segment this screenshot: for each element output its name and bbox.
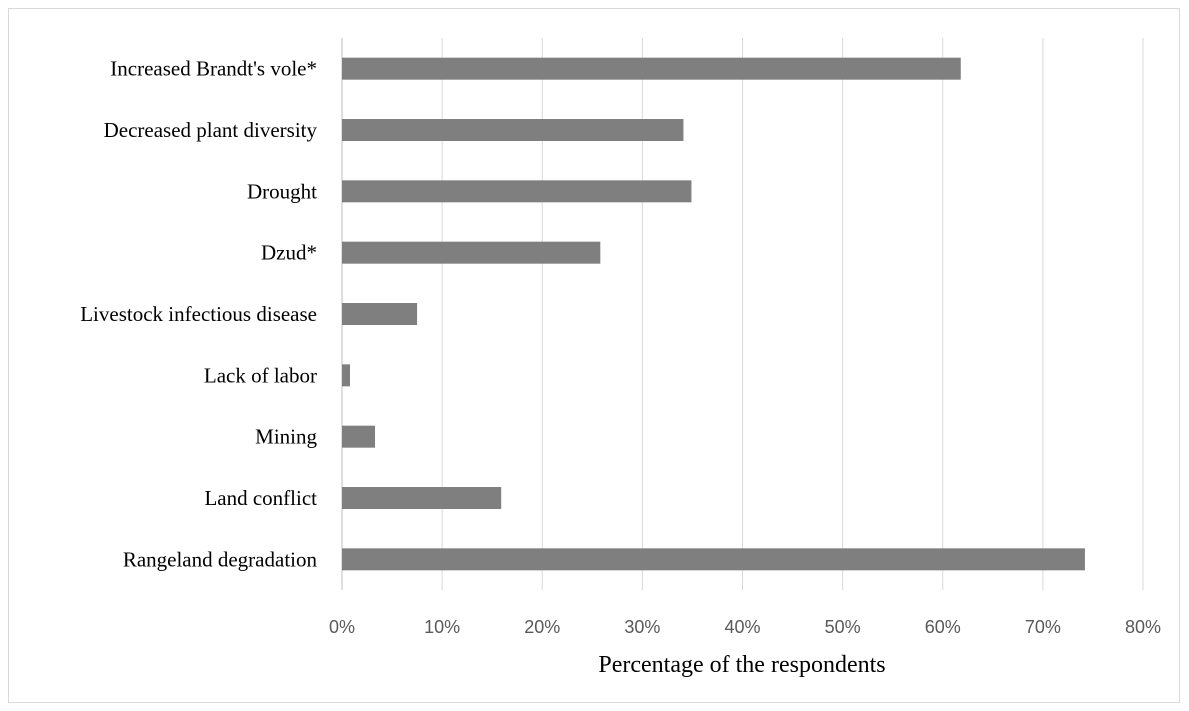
category-label: Dzud* <box>261 241 317 265</box>
category-labels: Increased Brandt's vole* Decreased plant … <box>80 57 317 572</box>
x-tick-label: 40% <box>724 617 760 637</box>
x-tick-label: 0% <box>329 617 355 637</box>
bar <box>342 425 376 448</box>
category-label: Livestock infectious disease <box>80 302 317 326</box>
bar <box>342 364 351 387</box>
category-label: Drought <box>247 179 317 203</box>
category-label: Mining <box>255 425 317 449</box>
x-tick-label: 50% <box>825 617 861 637</box>
bar <box>342 303 418 325</box>
x-tick-label: 60% <box>925 617 961 637</box>
category-label: Land conflict <box>204 486 317 510</box>
x-tick-label: 30% <box>624 617 660 637</box>
category-label: Increased Brandt's vole* <box>110 57 317 81</box>
bar <box>342 487 502 509</box>
category-label: Lack of labor <box>204 363 317 387</box>
bar <box>342 241 601 264</box>
bar <box>342 180 692 203</box>
x-tick-label: 20% <box>524 617 560 637</box>
category-label: Decreased plant diversity <box>104 118 318 142</box>
x-tick-labels: 0% 10% 20% 30% 40% 50% 60% 70% 80% <box>329 617 1161 637</box>
category-label: Rangeland degradation <box>123 547 318 571</box>
bar <box>342 548 1085 571</box>
bar <box>342 119 684 141</box>
x-axis-title: Percentage of the respondents <box>598 652 885 678</box>
bars <box>342 57 1085 571</box>
x-tick-label: 10% <box>424 617 460 637</box>
bar <box>342 57 961 80</box>
x-tick-label: 80% <box>1125 617 1161 637</box>
x-tick-label: 70% <box>1025 617 1061 637</box>
